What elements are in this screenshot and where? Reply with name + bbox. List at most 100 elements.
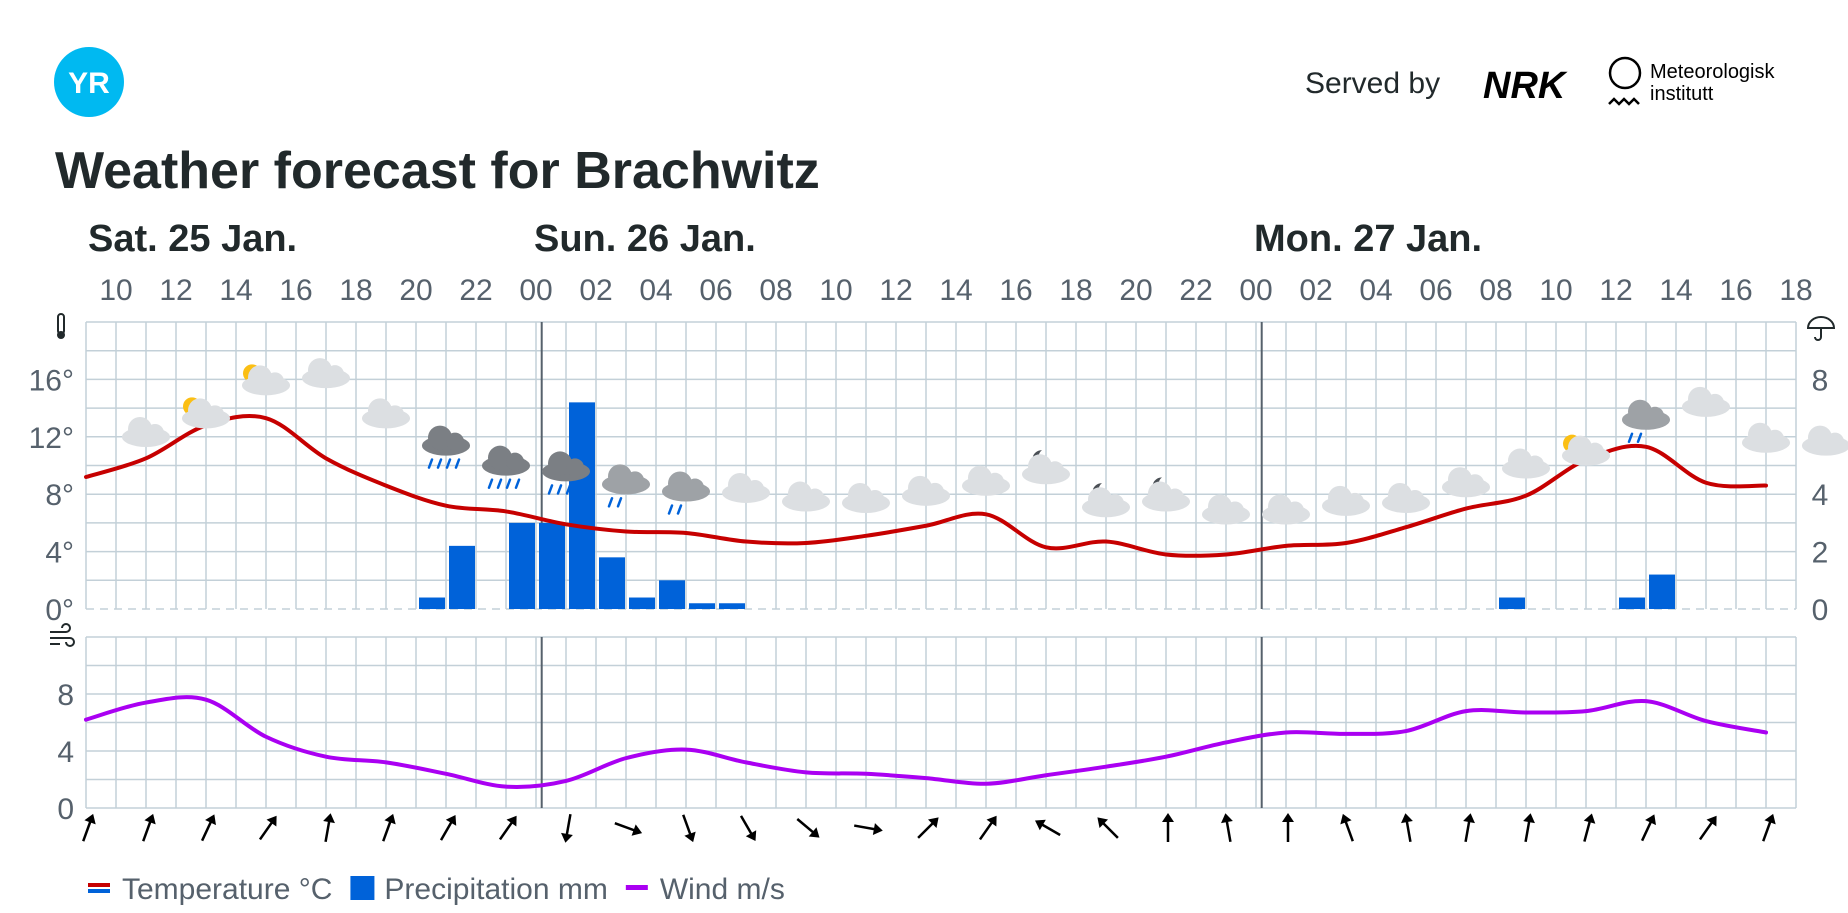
raindrop xyxy=(1627,432,1634,444)
wind-arrow-icon xyxy=(200,814,216,842)
cloudy-icon xyxy=(1742,422,1790,453)
raindrop xyxy=(565,484,572,495)
arrow-head xyxy=(1523,813,1535,824)
wind-arrow-icon xyxy=(1035,819,1061,837)
cloudy-icon xyxy=(1382,482,1430,513)
wind-line xyxy=(84,695,1768,789)
cloudy-icon xyxy=(1262,494,1310,525)
day-label: Mon. 27 Jan. xyxy=(1254,218,1482,260)
hour-tick-label: 16 xyxy=(999,274,1032,307)
cloud-shape xyxy=(1826,432,1844,451)
partly-cloudy-day-icon xyxy=(242,364,290,396)
cloud-shape xyxy=(1448,467,1472,492)
raindrop xyxy=(667,504,674,515)
cloud-shape xyxy=(926,482,944,501)
temp-precip-grid xyxy=(85,321,1797,610)
wind-arrow-icon xyxy=(1340,813,1354,842)
cloudy-icon xyxy=(362,398,410,429)
temperature-tick-label: 16° xyxy=(29,364,74,397)
light-rain-icon xyxy=(662,471,710,515)
temperature-axis: 0° 4° 8° 12° 16° xyxy=(29,364,74,627)
hour-tick-label: 14 xyxy=(939,274,972,307)
precipitation-bar xyxy=(1499,597,1525,609)
hour-tick-label: 12 xyxy=(1599,274,1632,307)
wind-arrow-icon xyxy=(614,822,643,836)
arrow-head xyxy=(144,813,156,825)
hour-tick-label: 00 xyxy=(519,274,552,307)
wind-arrow-icon xyxy=(1523,813,1535,843)
precipitation-bar xyxy=(629,597,655,609)
wind-arrow-icon xyxy=(142,813,156,842)
partly-cloudy-night-icon xyxy=(1022,450,1070,485)
cloudy-icon xyxy=(1442,467,1490,498)
hour-tick-label: 16 xyxy=(279,274,312,307)
cloudy-icon xyxy=(122,416,170,447)
umbrella-icon xyxy=(1806,316,1836,341)
cloudy-icon xyxy=(1682,386,1730,417)
met-line2: institutt xyxy=(1650,83,1714,105)
cloudy-icon xyxy=(1502,448,1550,479)
cloud-shape xyxy=(488,445,512,470)
arrow-head xyxy=(745,830,757,841)
wind-arrow-icon xyxy=(853,823,883,835)
wind-arrow-icon xyxy=(1097,817,1119,839)
nrk-logo[interactable]: NRK xyxy=(1483,65,1568,107)
precipitation-bar xyxy=(419,597,445,609)
hour-tick-label: 04 xyxy=(639,274,672,307)
raindrop xyxy=(547,484,554,495)
wind-axis: 0 4 8 xyxy=(57,679,74,826)
yr-logo[interactable]: YR xyxy=(54,47,124,117)
met-logo[interactable]: Meteorologisk institutt xyxy=(1608,56,1776,106)
arrow-head xyxy=(1706,815,1717,827)
wind-arrow-icon xyxy=(682,814,696,843)
hour-tick-label: 08 xyxy=(759,274,792,307)
cloud-shape xyxy=(746,479,764,498)
arrow-head xyxy=(928,817,939,828)
cloud-shape xyxy=(1406,489,1424,508)
precipitation-bar xyxy=(1649,574,1675,609)
cloud-shape xyxy=(206,405,224,424)
arrow-head xyxy=(1340,813,1352,825)
wind-arrow-icon xyxy=(439,815,457,841)
arrow-head xyxy=(1764,813,1776,825)
arrow-head xyxy=(1583,813,1596,824)
wind-tick-label: 4 xyxy=(57,736,74,769)
temperature-tick-label: 12° xyxy=(29,422,74,455)
hour-ticks: 10 12 14 16 18 20 22 00 02 04 06 08 10 12 14 16 18 20 22 00… xyxy=(99,274,1812,307)
partly-cloudy-night-icon xyxy=(1142,477,1190,512)
arrow-head xyxy=(808,827,820,838)
precipitation-bar xyxy=(659,580,685,609)
hour-tick-label: 22 xyxy=(1179,274,1212,307)
day-label: Sun. 26 Jan. xyxy=(534,218,756,260)
cloud-shape xyxy=(548,451,572,476)
hour-tick-label: 18 xyxy=(1059,274,1092,307)
cloud-shape xyxy=(1286,501,1304,520)
arrow-head xyxy=(506,815,517,827)
wind-arrow-icon xyxy=(1282,813,1294,842)
day-label: Sat. 25 Jan. xyxy=(88,218,297,260)
wind-arrow-icon xyxy=(1463,813,1475,843)
cloud-shape xyxy=(1028,454,1052,479)
rain-icon xyxy=(422,425,470,469)
cloud-shape xyxy=(428,425,452,450)
cloud-shape xyxy=(1328,485,1352,510)
cloud-shape xyxy=(728,472,752,497)
met-circle-icon xyxy=(1608,56,1642,90)
cloud-shape xyxy=(1508,448,1532,473)
day-headers: Sat. 25 Jan. Sun. 26 Jan. Mon. 27 Jan. xyxy=(88,218,1482,260)
wind-arrow-icon xyxy=(1401,813,1413,843)
cloud-shape xyxy=(1628,399,1652,424)
cloud-shape xyxy=(1106,494,1124,513)
arrow-head xyxy=(323,813,335,824)
partly-cloudy-day-icon xyxy=(182,397,230,429)
hour-tick-label: 22 xyxy=(459,274,492,307)
hour-tick-label: 14 xyxy=(219,274,252,307)
cloud-shape xyxy=(848,482,872,507)
arrow-head xyxy=(445,815,457,826)
wind-arrow-icon xyxy=(498,815,517,841)
cloud-shape xyxy=(146,423,164,442)
arrow-head xyxy=(1097,817,1108,828)
weather-symbols xyxy=(122,358,1848,525)
hour-tick-label: 12 xyxy=(159,274,192,307)
